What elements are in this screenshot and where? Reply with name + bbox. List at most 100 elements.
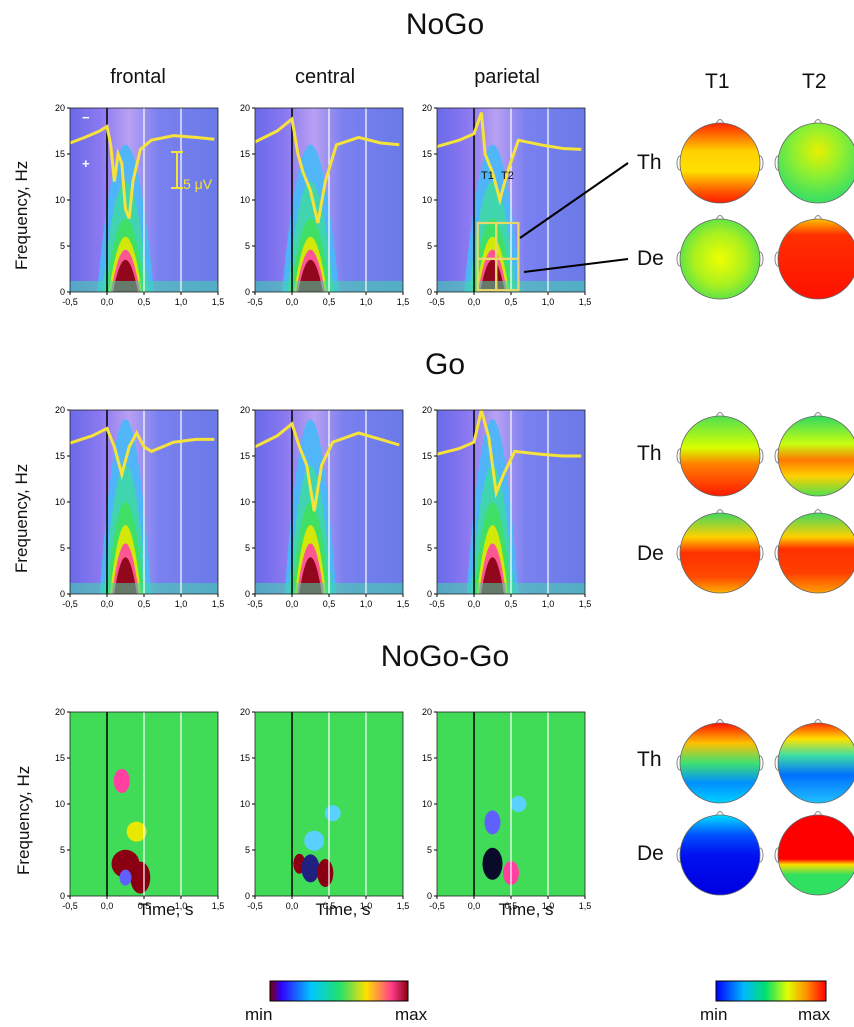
x-tick-label: -0,5 (429, 599, 445, 609)
y-tick-label: 10 (240, 195, 250, 205)
x-tick-label: 1,0 (175, 599, 188, 609)
y-tick-label: 15 (240, 149, 250, 159)
x-axis-label-central: Time, s (315, 900, 371, 919)
window-label-t2: T2 (501, 170, 514, 182)
y-tick-label: 10 (55, 195, 65, 205)
y-tick-label: 5 (245, 543, 250, 553)
y-tick-label: 15 (240, 451, 250, 461)
heatmap-nogo-go-parietal: -0,5 0,0 0,5 1,0 1,5 0 5 10 15 20 (422, 707, 592, 911)
row-label-th-go: Th (637, 442, 662, 465)
x-tick-label: 0,5 (505, 901, 518, 911)
y-tick-label: 20 (422, 707, 432, 717)
topomap-nogo-t1-de (676, 215, 764, 300)
row-label-th-nogo: Th (637, 151, 662, 174)
x-tick-label: 0,5 (138, 901, 151, 911)
topomap-nogo-t1-th (676, 119, 764, 204)
column-label-parietal: parietal (474, 66, 540, 88)
x-tick-label: 1,5 (397, 599, 410, 609)
y-tick-label: 15 (422, 753, 432, 763)
topo-column-label-t2: T2 (802, 70, 827, 93)
column-label-central: central (294, 66, 356, 88)
topomap-diff-t1-th (676, 719, 764, 804)
scale-bar (171, 151, 183, 189)
x-tick-label: 1,5 (579, 297, 592, 307)
x-tick-label: 0,0 (101, 599, 114, 609)
y-tick-label: 0 (245, 287, 250, 297)
y-tick-label: 0 (60, 287, 65, 297)
topomap-go-t2-th (774, 412, 854, 497)
y-tick-label: 0 (427, 891, 432, 901)
x-tick-label: -0,5 (429, 901, 445, 911)
x-tick-label: 0,5 (505, 297, 518, 307)
y-tick-label: 0 (427, 589, 432, 599)
x-tick-label: 1,0 (542, 901, 555, 911)
erp-trace (254, 421, 400, 512)
topomap-go-t1-de (676, 509, 764, 594)
x-tick-label: 1,5 (397, 297, 410, 307)
heatmap-nogo-frontal: -0,5 0,0 0,5 1,0 1,5 0 5 10 15 20 (55, 103, 224, 307)
y-tick-label: 5 (245, 845, 250, 855)
x-tick-label: 1,5 (212, 901, 225, 911)
y-tick-label: 5 (427, 845, 432, 855)
y-tick-label: 20 (55, 405, 65, 415)
column-label-frontal: frontal (110, 66, 166, 88)
row-label-de-nogo: De (637, 247, 664, 270)
x-tick-label: 1,0 (542, 297, 555, 307)
x-tick-label: 1,5 (212, 599, 225, 609)
heatmap-go-parietal: -0,5 0,0 0,5 1,0 1,5 0 5 10 15 20 (422, 405, 591, 609)
topomap-nogo-t2-de (774, 215, 854, 300)
heatmap-nogo-go-central: -0,5 0,0 0,5 1,0 1,5 0 5 10 15 20 (240, 707, 410, 911)
section-title-nogo-go: NoGo-Go (380, 640, 510, 673)
x-tick-label: 0,0 (468, 901, 481, 911)
x-tick-label: 1,5 (579, 901, 592, 911)
y-tick-label: 15 (55, 451, 65, 461)
x-tick-label: 0,5 (505, 599, 518, 609)
x-tick-label: 0,0 (286, 901, 299, 911)
heatmap-go-central: -0,5 0,0 0,5 1,0 1,5 0 5 10 15 20 (240, 405, 410, 609)
y-tick-label: 10 (240, 497, 250, 507)
x-tick-label: 1,5 (397, 901, 410, 911)
row-label-de-go: De (637, 542, 664, 565)
y-tick-label: 20 (422, 405, 432, 415)
y-tick-label: 20 (240, 707, 250, 717)
colorbar-left-min: min (245, 1005, 273, 1024)
heatmap-nogo-parietal: -0,5 0,0 0,5 1,0 1,5 0 5 10 15 20 (422, 103, 592, 307)
y-tick-label: 5 (60, 543, 65, 553)
colorbar-left (269, 980, 409, 1002)
erp-trace (69, 426, 215, 481)
x-tick-label: 1,0 (360, 599, 373, 609)
colorbar-right-max: max (798, 1005, 831, 1024)
x-tick-label: 0,0 (101, 901, 114, 911)
erp-trace (254, 116, 400, 224)
x-axis-label-parietal: Time, s (498, 900, 554, 919)
y-tick-label: 0 (60, 589, 65, 599)
y-tick-label: 20 (240, 103, 250, 113)
topomap-nogo-t2-th (774, 119, 854, 204)
y-tick-label: 10 (55, 497, 65, 507)
x-tick-label: 0,0 (101, 297, 114, 307)
y-tick-label: 5 (427, 543, 432, 553)
x-tick-label: -0,5 (247, 297, 263, 307)
y-tick-label: 5 (60, 845, 65, 855)
x-tick-label: -0,5 (247, 599, 263, 609)
x-axis-label-frontal: Time, s (138, 900, 194, 919)
x-tick-label: 0,5 (323, 297, 336, 307)
y-tick-label: 5 (245, 241, 250, 251)
y-tick-label: 10 (422, 195, 432, 205)
heatmap-nogo-central: -0,5 0,0 0,5 1,0 1,5 0 5 10 15 20 (240, 103, 410, 307)
y-tick-label: 15 (55, 753, 65, 763)
x-tick-label: 1,0 (542, 599, 555, 609)
erp-trace (436, 112, 582, 206)
connector-de (523, 258, 629, 273)
x-tick-label: 1,0 (175, 297, 188, 307)
heatmap-go-frontal: -0,5 0,0 0,5 1,0 1,5 0 5 10 15 20 (55, 405, 225, 609)
x-tick-label: 0,0 (468, 599, 481, 609)
topomap-diff-t2-de (774, 811, 854, 896)
x-tick-label: 1,0 (360, 901, 373, 911)
polarity-plus: + (82, 156, 90, 171)
x-tick-label: 1,0 (175, 901, 188, 911)
y-tick-label: 20 (422, 103, 432, 113)
y-tick-label: 10 (55, 799, 65, 809)
y-tick-label: 15 (422, 149, 432, 159)
